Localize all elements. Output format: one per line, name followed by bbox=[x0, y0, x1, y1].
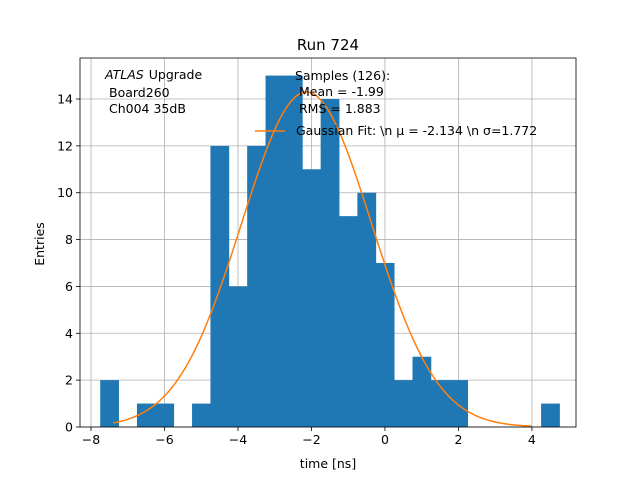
x-tick-label: 0 bbox=[381, 432, 389, 447]
y-tick-label: 12 bbox=[57, 138, 73, 153]
samples-line-1: Samples (126): bbox=[295, 68, 390, 83]
annotation-line-3: Ch004 35dB bbox=[109, 101, 186, 116]
histogram-bar bbox=[100, 380, 119, 427]
y-tick-label: 0 bbox=[65, 420, 73, 435]
histogram-bar bbox=[375, 263, 395, 427]
y-tick-label: 6 bbox=[65, 279, 73, 294]
histogram-bar bbox=[320, 99, 340, 427]
annotation-line-2: Board260 bbox=[109, 85, 170, 100]
legend-fit-label: Gaussian Fit: \n μ = -2.134 \n σ=1.772 bbox=[296, 123, 537, 138]
x-tick-label: −6 bbox=[155, 432, 173, 447]
histogram-bar bbox=[357, 192, 377, 427]
histogram-bar bbox=[302, 169, 322, 428]
samples-line-2: Mean = -1.99 bbox=[299, 84, 384, 99]
x-tick-label: −8 bbox=[82, 432, 100, 447]
histogram-bar bbox=[283, 75, 303, 428]
histogram-bar bbox=[136, 403, 156, 427]
y-tick-label: 14 bbox=[57, 92, 73, 107]
x-tick-label: −4 bbox=[229, 432, 247, 447]
y-axis-label: Entries bbox=[32, 222, 47, 266]
legend: Samples (126): Mean = -1.99 RMS = 1.883 … bbox=[255, 68, 537, 138]
plot-frame bbox=[79, 57, 577, 428]
axis-ticks: −8 −6 −4 −2 0 2 4 0 2 4 6 8 10 12 14 bbox=[57, 92, 536, 448]
atlas-annotation: ATLAS Upgrade Board260 Ch004 35dB bbox=[104, 67, 202, 116]
histogram-bar bbox=[541, 403, 560, 427]
annotation-line-1: Upgrade bbox=[149, 67, 203, 82]
x-tick-label: −2 bbox=[302, 432, 320, 447]
histogram-bar bbox=[210, 145, 230, 427]
x-tick-label: 4 bbox=[528, 432, 536, 447]
histogram-bar bbox=[228, 286, 248, 427]
histogram-bar bbox=[394, 380, 413, 427]
histogram-bar bbox=[192, 403, 211, 427]
histogram-bar bbox=[449, 380, 469, 427]
chart-title: Run 724 bbox=[297, 36, 359, 54]
atlas-label: ATLAS bbox=[104, 67, 144, 82]
y-tick-label: 2 bbox=[65, 373, 73, 388]
histogram-bars bbox=[100, 75, 560, 428]
y-tick-label: 10 bbox=[57, 185, 73, 200]
gaussian-fit-line bbox=[112, 91, 532, 427]
y-tick-label: 8 bbox=[65, 232, 73, 247]
histogram-bar bbox=[265, 75, 285, 428]
histogram-bar bbox=[412, 356, 432, 427]
histogram-bar bbox=[155, 403, 175, 427]
y-tick-label: 4 bbox=[65, 326, 73, 341]
x-axis-label: time [ns] bbox=[300, 456, 356, 471]
histogram-bar bbox=[247, 145, 266, 427]
x-tick-label: 2 bbox=[454, 432, 462, 447]
samples-line-3: RMS = 1.883 bbox=[299, 101, 381, 116]
histogram-bar bbox=[339, 216, 358, 427]
